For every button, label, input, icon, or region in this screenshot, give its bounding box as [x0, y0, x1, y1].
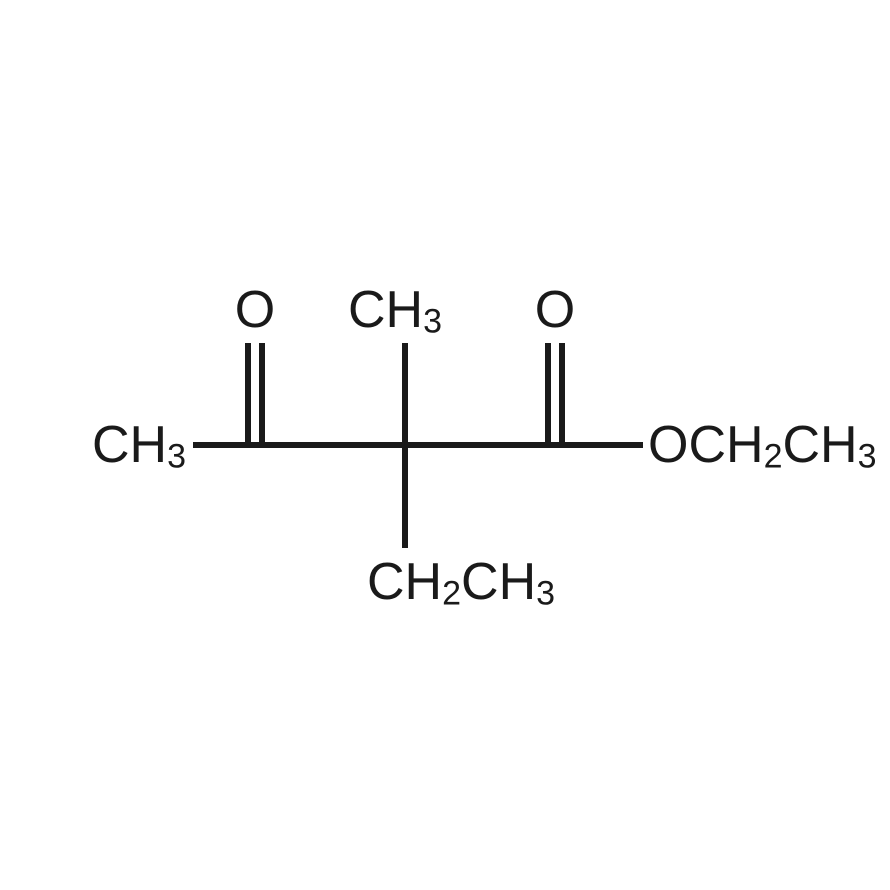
group-CH2CH3: CH2CH3	[367, 553, 555, 612]
atom-O_ketone: O	[235, 281, 275, 339]
molecule-svg: CH3 O O CH3 OCH2CH3 CH2CH3	[0, 0, 890, 890]
chemical-structure-diagram: CH3 O O CH3 OCH2CH3 CH2CH3	[0, 0, 890, 890]
atom-CH3_left: CH3	[92, 416, 186, 475]
group-OCH2CH3: OCH2CH3	[648, 416, 877, 475]
atom-O_dbl: O	[535, 281, 575, 339]
atom-CH3_top: CH3	[348, 281, 442, 340]
